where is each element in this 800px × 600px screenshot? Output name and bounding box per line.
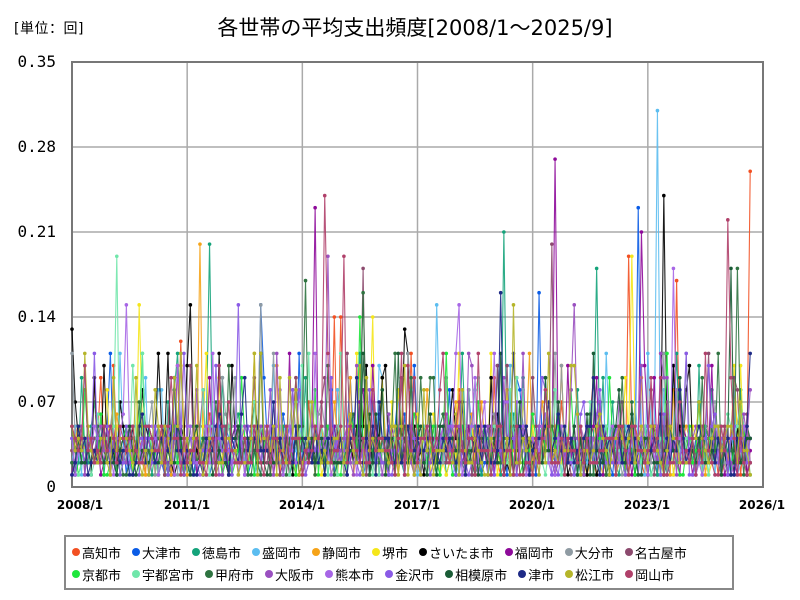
y-tick-label: 0.14 (17, 307, 56, 326)
legend-dot-icon (385, 570, 394, 578)
legend-label: 大阪市 (275, 568, 315, 584)
legend-dot-icon (445, 570, 454, 578)
legend-label: 金沢市 (395, 568, 435, 584)
legend-dot-icon (132, 570, 141, 578)
y-tick-label: 0.28 (17, 137, 56, 156)
legend-dot-icon (504, 548, 513, 556)
legend-label: 相模原市 (455, 568, 508, 584)
x-tick-label: 2011/1 (163, 498, 211, 512)
legend-label: 松江市 (575, 568, 615, 584)
x-tick-label: 2017/1 (393, 498, 441, 512)
unit-label: [単位：回] (14, 21, 84, 37)
legend-dot-icon (265, 570, 274, 578)
legend-dot-icon (624, 548, 633, 556)
legend-item: 津市 (518, 565, 554, 584)
legend-item: 金沢市 (385, 565, 434, 584)
legend-item: 盛岡市 (252, 543, 301, 562)
y-tick-label: 0.07 (17, 392, 56, 411)
legend-label: 甲府市 (215, 568, 255, 584)
legend-label: 岡山市 (635, 568, 675, 584)
legend-label: 福岡市 (514, 546, 554, 562)
legend-item: 徳島市 (192, 543, 241, 562)
x-tick-label: 2026/1 (738, 498, 786, 512)
legend-dot-icon (419, 548, 428, 556)
legend-label: 宇都宮市 (142, 568, 195, 584)
legend-dot-icon (252, 548, 261, 556)
legend-item: 熊本市 (325, 565, 374, 584)
legend-label: 盛岡市 (262, 546, 302, 562)
legend-item: 相模原市 (445, 565, 507, 584)
chart-legend: 高知市 大津市 徳島市 盛岡市 静岡市 堺市 さいたま市 福岡市 大分市 名古屋市 京都市 宇都宮市… (64, 535, 734, 590)
x-tick-label: 2020/1 (508, 498, 556, 512)
line-chart-plot (70, 61, 764, 488)
legend-item: 甲府市 (205, 565, 254, 584)
legend-label: 堺市 (382, 546, 409, 562)
legend-item: 堺市 (372, 543, 408, 562)
legend-dot-icon (72, 548, 80, 556)
legend-item: 高知市 (72, 543, 121, 562)
legend-label: さいたま市 (429, 546, 494, 562)
x-tick-label: 2014/1 (278, 498, 326, 512)
y-tick-label: 0.21 (17, 222, 56, 241)
legend-dot-icon (312, 548, 321, 556)
legend-item: 大阪市 (265, 565, 314, 584)
legend-item: 岡山市 (625, 565, 674, 584)
legend-dot-icon (625, 570, 634, 578)
legend-dot-icon (564, 548, 573, 556)
legend-item: 大分市 (564, 543, 614, 562)
chart-title: 各世帯の平均支出頻度[2008/1～2025/9] (217, 16, 613, 40)
legend-dot-icon (565, 570, 574, 578)
legend-item: さいたま市 (419, 543, 494, 562)
legend-label: 大分市 (574, 546, 614, 562)
x-tick-label: 2008/1 (56, 498, 104, 512)
legend-dot-icon (192, 548, 201, 556)
legend-label: 大津市 (142, 546, 182, 562)
legend-item: 松江市 (565, 565, 614, 584)
legend-dot-icon (72, 570, 80, 578)
legend-item: 名古屋市 (624, 543, 687, 562)
legend-label: 静岡市 (322, 546, 362, 562)
legend-item: 大津市 (132, 543, 181, 562)
legend-label: 徳島市 (202, 546, 242, 562)
legend-row: 高知市 大津市 徳島市 盛岡市 静岡市 堺市 さいたま市 福岡市 大分市 名古屋市 (72, 541, 726, 563)
legend-dot-icon (325, 570, 334, 578)
legend-label: 高知市 (82, 546, 122, 562)
legend-dot-icon (205, 570, 214, 578)
legend-item: 宇都宮市 (132, 565, 194, 584)
legend-item: 京都市 (72, 565, 121, 584)
legend-label: 熊本市 (335, 568, 375, 584)
legend-label: 京都市 (82, 568, 122, 584)
y-tick-label: 0 (46, 477, 56, 496)
legend-dot-icon (372, 548, 381, 556)
legend-label: 津市 (528, 568, 555, 584)
legend-dot-icon (132, 548, 141, 556)
legend-row: 京都市 宇都宮市 甲府市 大阪市 熊本市 金沢市 相模原市 津市 松江市 岡山市 (72, 563, 726, 585)
legend-item: 福岡市 (504, 543, 554, 562)
legend-label: 名古屋市 (634, 546, 687, 562)
legend-item: 静岡市 (312, 543, 361, 562)
y-tick-label: 0.35 (17, 52, 56, 71)
x-tick-label: 2023/1 (623, 498, 671, 512)
legend-dot-icon (518, 570, 527, 578)
